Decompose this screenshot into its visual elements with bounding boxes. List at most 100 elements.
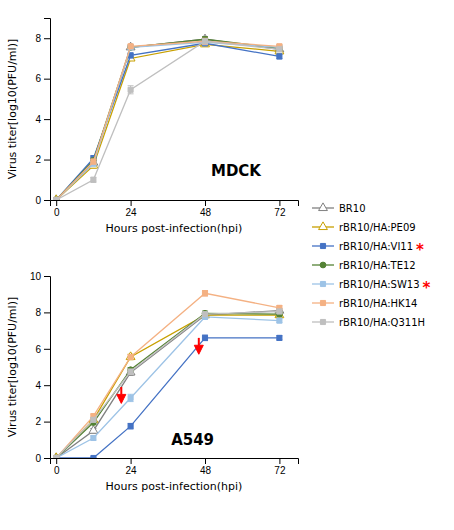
series-line <box>56 317 279 458</box>
point <box>91 159 96 164</box>
arrow-shaft <box>120 387 122 394</box>
series <box>53 41 282 200</box>
error-bar-cap <box>128 93 134 94</box>
legend-entry: rBR10/HA:TE12 <box>312 260 416 271</box>
x-tick-label: 0 <box>54 207 60 218</box>
error-bar <box>128 423 134 428</box>
legend-label: rBR10/HA:HK14 <box>339 298 417 309</box>
series-line <box>56 41 279 200</box>
x-axis: 0 24 48 72 <box>51 200 299 218</box>
point <box>128 87 133 92</box>
point <box>277 309 282 314</box>
series-line <box>56 293 279 458</box>
error-bar <box>202 39 208 44</box>
series <box>53 310 282 458</box>
legend-label: BR10 <box>339 203 366 214</box>
y-axis-title: Virus titer[log10(PFU/ml)] <box>6 39 19 179</box>
error-bar <box>128 355 134 359</box>
series-line <box>56 311 279 458</box>
series <box>53 309 282 458</box>
panel: 02448720246810Hours post-infection(hpi)V… <box>6 271 299 493</box>
error-bar <box>276 309 282 313</box>
figure: 024487202468Hours post-infection(hpi)Vir… <box>0 0 454 530</box>
legend-entry: rBR10/HA:Q311H <box>312 317 425 328</box>
series <box>52 39 284 200</box>
x-tick: 48 <box>200 458 212 476</box>
x-tick-mark <box>205 200 206 206</box>
y-tick: 8 <box>35 33 50 44</box>
x-tick-label: 48 <box>200 207 212 218</box>
y-tick: 0 <box>35 453 50 464</box>
x-tick: 0 <box>54 200 60 218</box>
y-axis: 0 2 4 6 8 10 <box>30 271 51 464</box>
legend-entry: BR10 <box>312 203 366 214</box>
y-axis-line <box>44 19 51 201</box>
point <box>202 39 207 44</box>
y-tick-label: 10 <box>30 271 42 282</box>
legend: BR10rBR10/HA:PE09rBR10/HA:VI11*rBR10/HA:… <box>312 203 431 328</box>
y-tick-label: 6 <box>35 73 41 84</box>
point <box>53 197 59 200</box>
series <box>53 314 282 458</box>
point <box>128 354 133 359</box>
y-tick-mark <box>44 385 50 386</box>
annotation: MDCK <box>211 162 262 180</box>
point <box>91 417 96 422</box>
point <box>202 310 208 316</box>
point <box>277 54 282 59</box>
x-tick-label: 48 <box>200 465 212 476</box>
y-tick-mark <box>44 422 50 423</box>
legend-annotation: * <box>423 279 431 297</box>
series <box>53 291 282 458</box>
point <box>91 177 96 182</box>
arrow <box>117 387 126 403</box>
y-tick: 6 <box>35 73 50 84</box>
point <box>54 197 59 200</box>
y-tick: 4 <box>35 114 50 125</box>
point <box>54 455 59 458</box>
error-bar-cap <box>128 401 134 402</box>
point <box>91 435 96 440</box>
x-axis: 0244872 <box>51 458 299 476</box>
legend-marker <box>320 300 325 305</box>
point <box>54 197 59 200</box>
series <box>52 305 284 458</box>
legend-label: rBR10/HA:TE12 <box>339 260 416 271</box>
arrow-head <box>194 345 203 354</box>
series-line <box>56 313 279 458</box>
x-tick: 72 <box>274 200 286 218</box>
y-tick: 6 <box>35 344 50 355</box>
y-tick-mark <box>44 38 50 39</box>
point <box>202 291 207 296</box>
error-bar <box>128 394 134 401</box>
x-tick-mark <box>56 200 57 206</box>
x-axis-line <box>51 459 299 465</box>
y-tick-label: 4 <box>35 380 41 391</box>
legend-marker <box>320 243 325 248</box>
point <box>54 197 59 200</box>
y-tick-mark <box>44 160 50 161</box>
point <box>128 44 133 49</box>
point <box>277 335 282 340</box>
point <box>128 424 133 429</box>
point <box>277 318 282 323</box>
point <box>53 455 59 458</box>
x-tick-mark <box>131 200 132 206</box>
error-bar <box>276 54 282 59</box>
error-bar <box>128 44 134 48</box>
error-bar <box>90 177 96 182</box>
x-tick-mark <box>56 458 57 464</box>
y-tick: 8 <box>35 307 50 318</box>
y-tick-label: 2 <box>35 416 41 427</box>
point <box>54 455 59 458</box>
y-axis: 02468 <box>35 19 50 206</box>
arrow <box>194 338 203 354</box>
point <box>54 197 59 200</box>
point <box>202 39 207 44</box>
x-tick: 24 <box>126 200 138 218</box>
error-bar <box>128 86 134 94</box>
legend-marker <box>319 203 328 211</box>
y-tick-label: 0 <box>35 195 41 206</box>
error-bar <box>202 335 208 340</box>
legend-marker <box>319 222 328 230</box>
